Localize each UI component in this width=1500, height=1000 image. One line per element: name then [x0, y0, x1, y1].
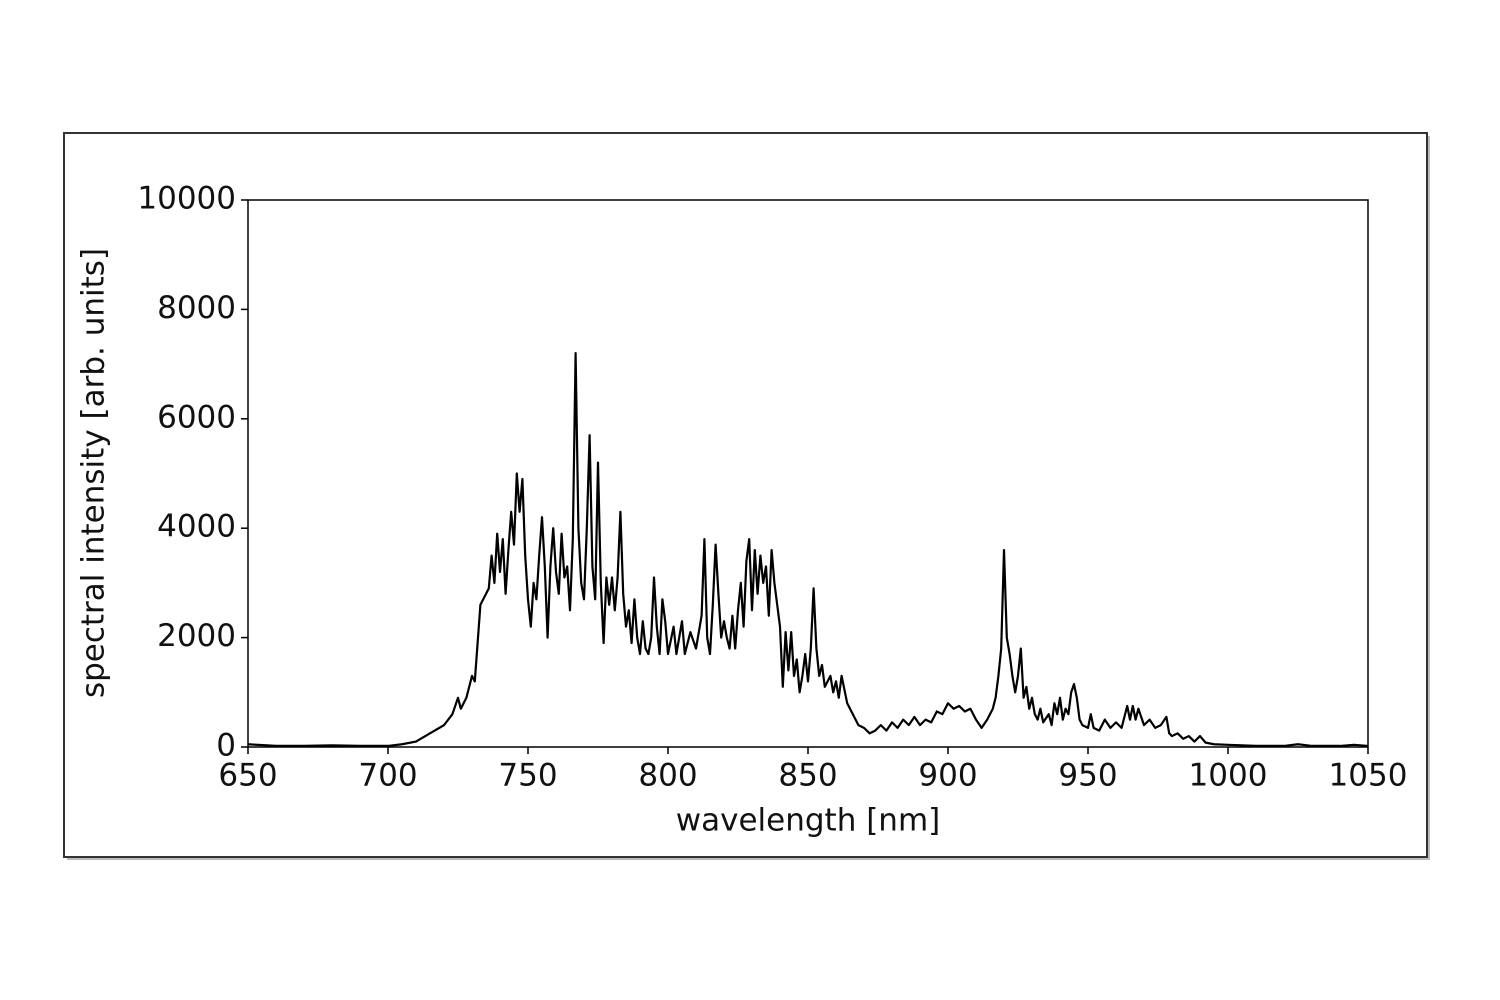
x-tick-label: 650 — [218, 758, 277, 794]
y-tick-label: 8000 — [157, 290, 236, 326]
x-tick-label: 1000 — [1189, 758, 1268, 794]
y-tick-label: 6000 — [157, 399, 236, 435]
x-tick-label: 800 — [638, 758, 697, 794]
frame — [63, 132, 1428, 858]
x-tick-label: 850 — [778, 758, 837, 794]
x-tick-label: 1050 — [1329, 758, 1408, 794]
x-tick-label: 950 — [1058, 758, 1117, 794]
y-tick-label: 2000 — [157, 618, 236, 654]
spectrum-line — [247, 352, 1369, 748]
y-tick-label: 0 — [216, 728, 236, 764]
x-tick-label: 700 — [358, 758, 417, 794]
x-tick-label: 750 — [498, 758, 557, 794]
x-tick-label: 900 — [918, 758, 977, 794]
y-axis-label: spectral intensity [arb. units] — [76, 248, 112, 698]
y-tick-label: 4000 — [157, 509, 236, 545]
x-axis-label: wavelength [nm] — [676, 803, 940, 839]
y-tick-label: 10000 — [137, 181, 236, 217]
